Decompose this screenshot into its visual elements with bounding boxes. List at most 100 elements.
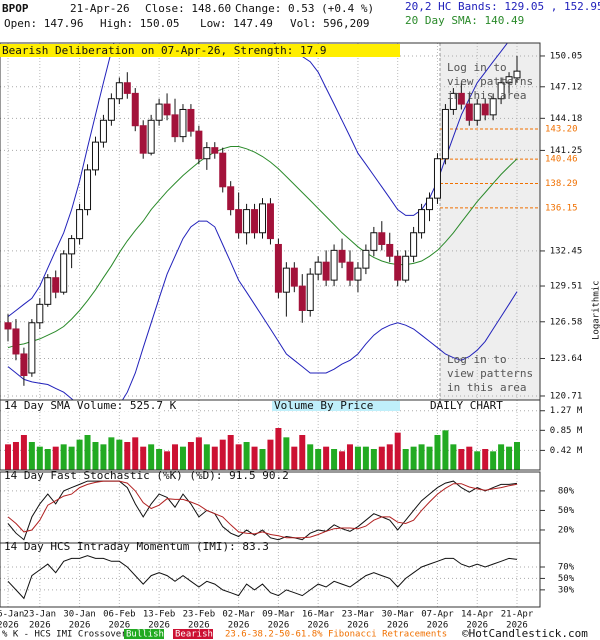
candle-body bbox=[259, 203, 266, 234]
volume-bar bbox=[267, 439, 274, 470]
candle-body bbox=[163, 103, 171, 116]
volume-bar bbox=[315, 449, 322, 470]
candle-body bbox=[330, 249, 338, 281]
volume-bar bbox=[60, 444, 67, 470]
x-tick-label: 23-Jan bbox=[24, 610, 57, 620]
candle-body bbox=[513, 70, 521, 79]
indicator-line bbox=[7, 555, 518, 600]
x-tick-label: 09-Mar bbox=[262, 610, 295, 620]
candle-body bbox=[282, 267, 290, 293]
sma: 20 Day SMA: 140.49 bbox=[405, 14, 524, 27]
volume-bar bbox=[466, 446, 473, 470]
volume-bar bbox=[36, 446, 43, 470]
volume-bar bbox=[108, 437, 115, 470]
x-tick-year: 2026 bbox=[69, 621, 91, 631]
volume-bar bbox=[195, 437, 202, 470]
volume-bar bbox=[52, 446, 59, 470]
candle-body bbox=[99, 119, 107, 143]
fib-label: 136.15 bbox=[545, 203, 578, 213]
volume-bar bbox=[474, 451, 481, 470]
volume-frame bbox=[0, 399, 541, 471]
x-tick-year: 2026 bbox=[109, 621, 131, 631]
candle-body bbox=[410, 232, 418, 257]
candle-body bbox=[155, 103, 163, 121]
candle-body bbox=[354, 267, 362, 281]
volume-bar bbox=[219, 439, 226, 470]
login-note: in this area bbox=[447, 381, 526, 394]
candle-body bbox=[171, 114, 179, 138]
volume-bar bbox=[291, 446, 298, 470]
candle-body bbox=[457, 92, 465, 105]
x-tick-year: 2026 bbox=[347, 621, 369, 631]
x-tick-year: 2026 bbox=[148, 621, 170, 631]
volume-bar bbox=[490, 451, 497, 470]
bearish: Bearish bbox=[175, 630, 213, 640]
upper-band-line bbox=[7, 43, 509, 317]
volume-bar bbox=[20, 435, 27, 470]
candle-body bbox=[298, 285, 306, 311]
candle-body bbox=[418, 209, 426, 234]
volume-bar bbox=[362, 446, 369, 470]
high: High: 150.05 bbox=[100, 17, 179, 30]
bullish: Bullish bbox=[126, 630, 164, 640]
y-tick-label: 20% bbox=[558, 525, 575, 535]
volume-bar bbox=[259, 449, 266, 470]
y-tick-label: 150.05 bbox=[550, 51, 583, 61]
crossover-note: % K - HCS IMI Crossover, bbox=[2, 630, 132, 640]
y-tick-label: 0.42 M bbox=[550, 446, 583, 456]
volume-bar bbox=[140, 446, 147, 470]
y-tick-label: 0.85 M bbox=[550, 426, 583, 436]
candle-body bbox=[219, 152, 227, 188]
y-tick-label: 123.64 bbox=[550, 354, 583, 364]
candle-body bbox=[12, 328, 20, 355]
candle-body bbox=[473, 103, 481, 121]
imi-title: 14 Day HCS Intraday Momentum (IMI): 83.3 bbox=[4, 540, 269, 553]
candle-body bbox=[386, 243, 394, 257]
volume-bar bbox=[179, 446, 186, 470]
candle-body bbox=[449, 92, 457, 110]
label-bg bbox=[2, 401, 162, 411]
stochastic-title: 14 Day Fast Stochastic (%K) (%D): 91.5 9… bbox=[4, 469, 289, 482]
volume-bar bbox=[331, 449, 338, 470]
volume: Vol: 596,209 bbox=[290, 17, 369, 30]
candle-body bbox=[441, 108, 449, 160]
bullish-box bbox=[124, 629, 164, 639]
volume-bar bbox=[410, 446, 417, 470]
candle-body bbox=[147, 119, 155, 154]
candle-body bbox=[497, 82, 505, 100]
x-tick-year: 2026 bbox=[0, 621, 19, 631]
imi-frame bbox=[0, 542, 541, 608]
y-tick-label: 132.45 bbox=[550, 246, 583, 256]
volume-bar bbox=[458, 449, 465, 470]
candle-body bbox=[314, 261, 322, 275]
fib-label: 140.46 bbox=[545, 155, 578, 165]
volume-bar bbox=[172, 444, 179, 470]
volume-bar bbox=[164, 451, 171, 470]
lower-band-line bbox=[7, 220, 518, 400]
x-tick-year: 2026 bbox=[387, 621, 409, 631]
copyright: ©HotCandlestick.com bbox=[462, 627, 588, 640]
candle-body bbox=[203, 147, 211, 160]
volume-bar bbox=[5, 444, 11, 470]
volume-bar bbox=[323, 446, 330, 470]
volume-bar bbox=[299, 435, 306, 470]
volume-bar bbox=[148, 444, 155, 470]
x-tick-year: 2026 bbox=[188, 621, 210, 631]
candle-body bbox=[123, 82, 131, 94]
sma20-line bbox=[7, 146, 518, 349]
x-tick-label: 16-Mar bbox=[302, 610, 335, 620]
candle-body bbox=[211, 147, 219, 154]
login-note: Log in to bbox=[447, 61, 507, 74]
volume-bar bbox=[100, 444, 107, 470]
candle-body bbox=[306, 273, 314, 311]
axis-note: Logarithmic bbox=[592, 280, 600, 340]
volume-bar bbox=[506, 446, 513, 470]
candle-body bbox=[274, 243, 282, 293]
x-tick-year: 2026 bbox=[307, 621, 329, 631]
volume-bar bbox=[132, 437, 139, 470]
volume-bar bbox=[116, 439, 123, 470]
candle-body bbox=[28, 322, 36, 374]
close: Close: 148.60 bbox=[145, 2, 231, 15]
volume-bar bbox=[283, 437, 290, 470]
